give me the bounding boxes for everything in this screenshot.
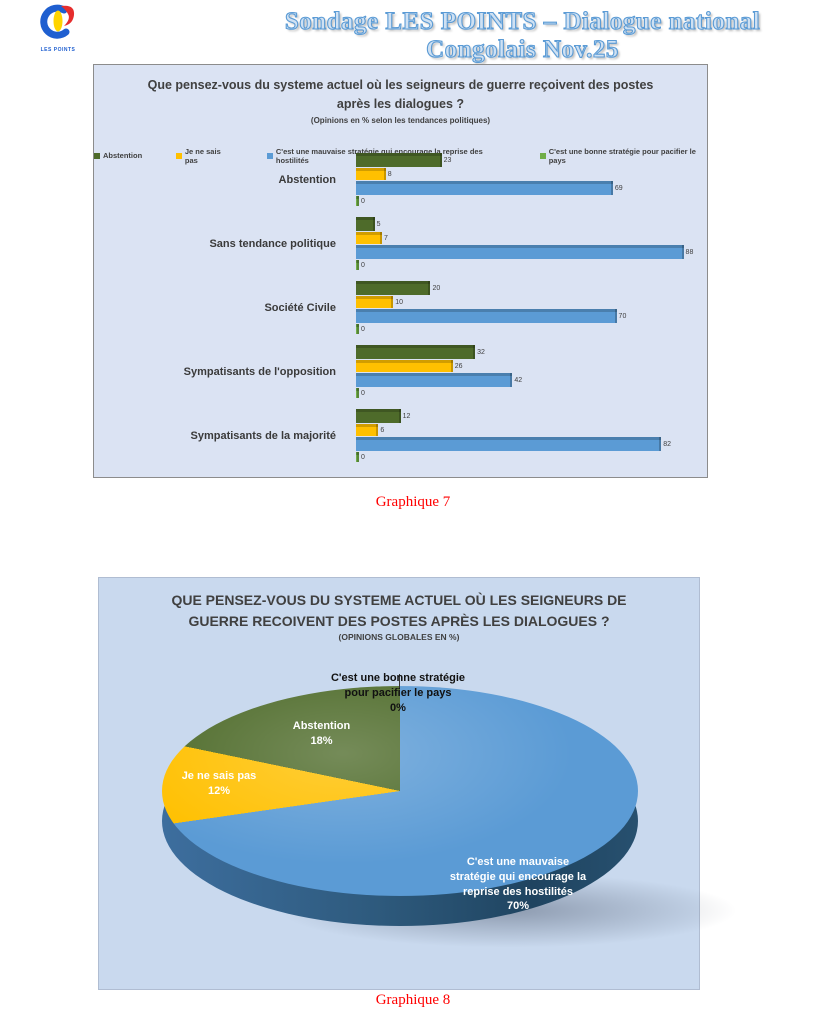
bar-value-label: 0 — [361, 389, 365, 397]
bar-segment — [356, 281, 431, 295]
pie-chart-panel: QUE PENSEZ-VOUS DU SYSTEME ACTUEL OÙ LES… — [98, 577, 739, 990]
bar-segment — [356, 181, 613, 195]
legend-item: C'est une bonne stratégie pour pacifier … — [540, 147, 707, 165]
legend-label: C'est une mauvaise stratégie qui encoura… — [275, 146, 483, 165]
bar-value-label: 8 — [387, 170, 392, 178]
bar-segment — [356, 309, 617, 323]
bar-segment — [356, 424, 379, 436]
legend-swatch-icon — [94, 152, 100, 159]
les-points-logo: LES POINTS — [30, 4, 86, 53]
legend-label: C'est une bonne stratégie pour pacifier … — [548, 146, 696, 165]
bar-value-label: 0 — [361, 453, 365, 461]
bar-segment — [356, 196, 359, 206]
bar-chart-title: Que pensez-vous du systeme actuel où les… — [147, 78, 654, 112]
bar-chart-caption: Graphique 7 — [375, 494, 451, 510]
bar-segment — [356, 324, 359, 334]
bar-segment — [356, 168, 386, 180]
bar-segment — [356, 360, 453, 372]
bar-value-label: 32 — [477, 348, 485, 356]
bar-chart-subtitle: (Opinions en % selon les tendances polit… — [310, 115, 491, 125]
bar-value-label: 70 — [618, 312, 627, 320]
bar-segment — [356, 153, 442, 167]
legend-swatch-icon — [267, 152, 273, 159]
logo-label: LES POINTS — [40, 47, 76, 53]
category-label: Sympatisants de la majorité — [190, 429, 337, 442]
pie-label-text: C'est une bonne stratégie pour pacifier … — [330, 671, 466, 699]
bar-segment — [356, 388, 359, 398]
pie-label-je-ne-sais-pas: Je ne sais pas 12% — [149, 754, 289, 813]
legend-item: Je ne sais pas — [176, 147, 233, 165]
category-label: Sans tendance politique — [209, 237, 336, 250]
bar-value-label: 12 — [402, 412, 411, 420]
bar-value-label: 26 — [454, 362, 463, 370]
pie-label-abstention: Abstention 18% — [259, 704, 384, 763]
category-label: Sympatisants de l'opposition — [183, 365, 336, 378]
legend-label: Abstention — [103, 151, 143, 161]
bar-value-label: 5 — [376, 220, 381, 228]
bar-segment — [356, 437, 662, 451]
bar-segment — [356, 296, 394, 308]
bar-group: Sympatisants de la majorité 12 6 82 0 — [104, 409, 701, 462]
bar-value-label: 20 — [432, 284, 441, 292]
legend-item: C'est une mauvaise stratégie qui encoura… — [267, 147, 506, 165]
bar-value-label: 0 — [361, 261, 365, 269]
bar-segment — [356, 452, 359, 462]
category-label: Société Civile — [264, 301, 336, 314]
bar-value-label: 23 — [443, 156, 452, 164]
bar-group: Sympatisants de l'opposition 32 26 42 0 — [104, 345, 701, 398]
bar-group: Abstention 23 8 69 0 — [104, 153, 701, 206]
bar-segment — [356, 232, 383, 244]
bar-segment — [356, 373, 513, 387]
bar-segment — [356, 217, 375, 231]
pie-label-mauvaise-strategie: C'est une mauvaise stratégie qui encoura… — [418, 840, 618, 929]
bar-segment — [356, 345, 476, 359]
bar-legend: Abstention Je ne sais pas C'est une mauvai… — [94, 147, 707, 165]
legend-item: Abstention — [94, 147, 142, 165]
bar-value-label: 6 — [380, 426, 385, 434]
category-label: Abstention — [278, 173, 336, 186]
pie-label-percent: 70% — [506, 900, 530, 913]
bar-group: Sans tendance politique 5 7 88 0 — [104, 217, 701, 270]
bar-value-label: 42 — [514, 376, 523, 384]
pie-label-percent: 18% — [310, 734, 333, 747]
legend-swatch-icon — [176, 152, 182, 159]
legend-swatch-icon — [540, 152, 546, 159]
pie-top-face — [162, 686, 638, 896]
bar-chart-panel: Que pensez-vous du systeme actuel où les… — [93, 64, 708, 478]
pie-chart-title: QUE PENSEZ-VOUS DU SYSTEME ACTUEL OÙ LES… — [171, 592, 627, 629]
pie-chart-subtitle: (OPINIONS GLOBALES EN %) — [338, 632, 460, 642]
pie-label-percent: 0% — [390, 701, 406, 714]
les-points-logo-icon — [40, 4, 75, 39]
pie-label-percent: 12% — [207, 784, 231, 797]
bar-value-label: 10 — [395, 298, 404, 306]
pie-label-text: Je ne sais pas — [181, 769, 257, 782]
bar-value-label: 7 — [384, 234, 388, 242]
pie-label-text: C'est une mauvaise stratégie qui encoura… — [449, 855, 587, 898]
legend-label: Je ne sais pas — [184, 146, 221, 165]
bar-value-label: 0 — [361, 197, 365, 205]
pie-stage: C'est une bonne stratégie pour pacifier … — [99, 578, 739, 989]
bar-group: Société Civile 20 10 70 0 — [104, 281, 701, 334]
page-title: Sondage LES POINTS – Dialogue national C… — [284, 7, 761, 63]
bar-segment — [356, 245, 684, 259]
pie-chart-caption: Graphique 8 — [375, 992, 451, 1008]
bar-value-label: 82 — [663, 440, 672, 448]
pie-zero-leader-line — [399, 674, 400, 688]
pie-label-bonne-strategie: C'est une bonne stratégie pour pacifier … — [286, 656, 510, 730]
bar-value-label: 0 — [361, 325, 365, 333]
pie-label-text: Abstention — [292, 719, 351, 732]
bar-value-label: 69 — [614, 184, 623, 192]
bar-plot: Abstention 23 8 69 0 Sans tendance politique 5… — [104, 153, 701, 473]
bar-segment — [356, 409, 401, 423]
bar-value-label: 88 — [685, 248, 694, 256]
bar-segment — [356, 260, 359, 270]
